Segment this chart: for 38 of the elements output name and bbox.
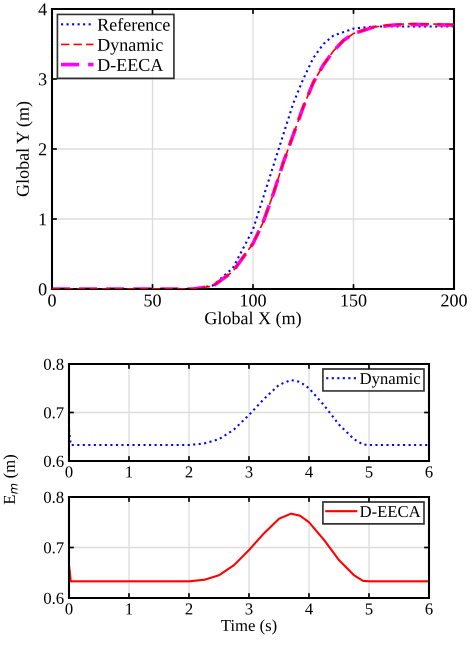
x-tick-label: 200 [441,294,467,307]
x-axis-title: Time (s) [221,619,276,634]
legend-label: Dynamic [98,38,163,55]
y-axis-title: Global Y (m) [16,102,33,196]
legend-label: Dynamic [360,372,420,388]
x-tick-label: 1 [126,603,132,614]
x-tick-label: 0 [65,603,73,615]
y-tick-label: 0.7 [44,407,64,419]
x-tick-label: 1 [126,466,132,478]
legend-label: Reference [98,18,170,31]
x-tick-label: 5 [366,466,373,478]
x-axis-title: Global X (m) [205,312,301,328]
x-tick-label: 0 [65,466,73,478]
y-tick-label: 0.8 [44,358,64,370]
x-tick-label: 4 [305,603,313,614]
y-tick-label: 0.6 [44,592,64,604]
x-tick-label: 4 [305,466,313,478]
x-tick-label: 100 [241,294,266,307]
y-tick-label: 2 [38,143,46,156]
x-tick-label: 6 [426,466,433,478]
x-tick-label: 6 [426,603,433,615]
x-tick-label: 3 [246,603,253,615]
y-tick-label: 1 [40,213,46,226]
y-tick-label: 0.6 [44,456,64,468]
x-tick-label: 5 [366,604,373,615]
x-tick-label: 3 [246,466,253,478]
y-tick-label: 3 [38,73,46,86]
y-tick-label: 0 [38,283,46,296]
x-tick-label: 50 [144,294,161,307]
y-tick-label: 0.8 [44,492,64,504]
legend-label: D-EECA [360,506,421,518]
legend-label: D-EECA [98,58,164,72]
y-tick-label: 0.7 [44,542,64,554]
y-axis-title: E$_{m}$ (m) [3,455,18,504]
x-tick-label: 2 [186,466,192,478]
x-tick-label: 150 [342,294,366,307]
x-tick-label: 2 [186,603,192,614]
y-tick-label: 4 [38,3,47,16]
